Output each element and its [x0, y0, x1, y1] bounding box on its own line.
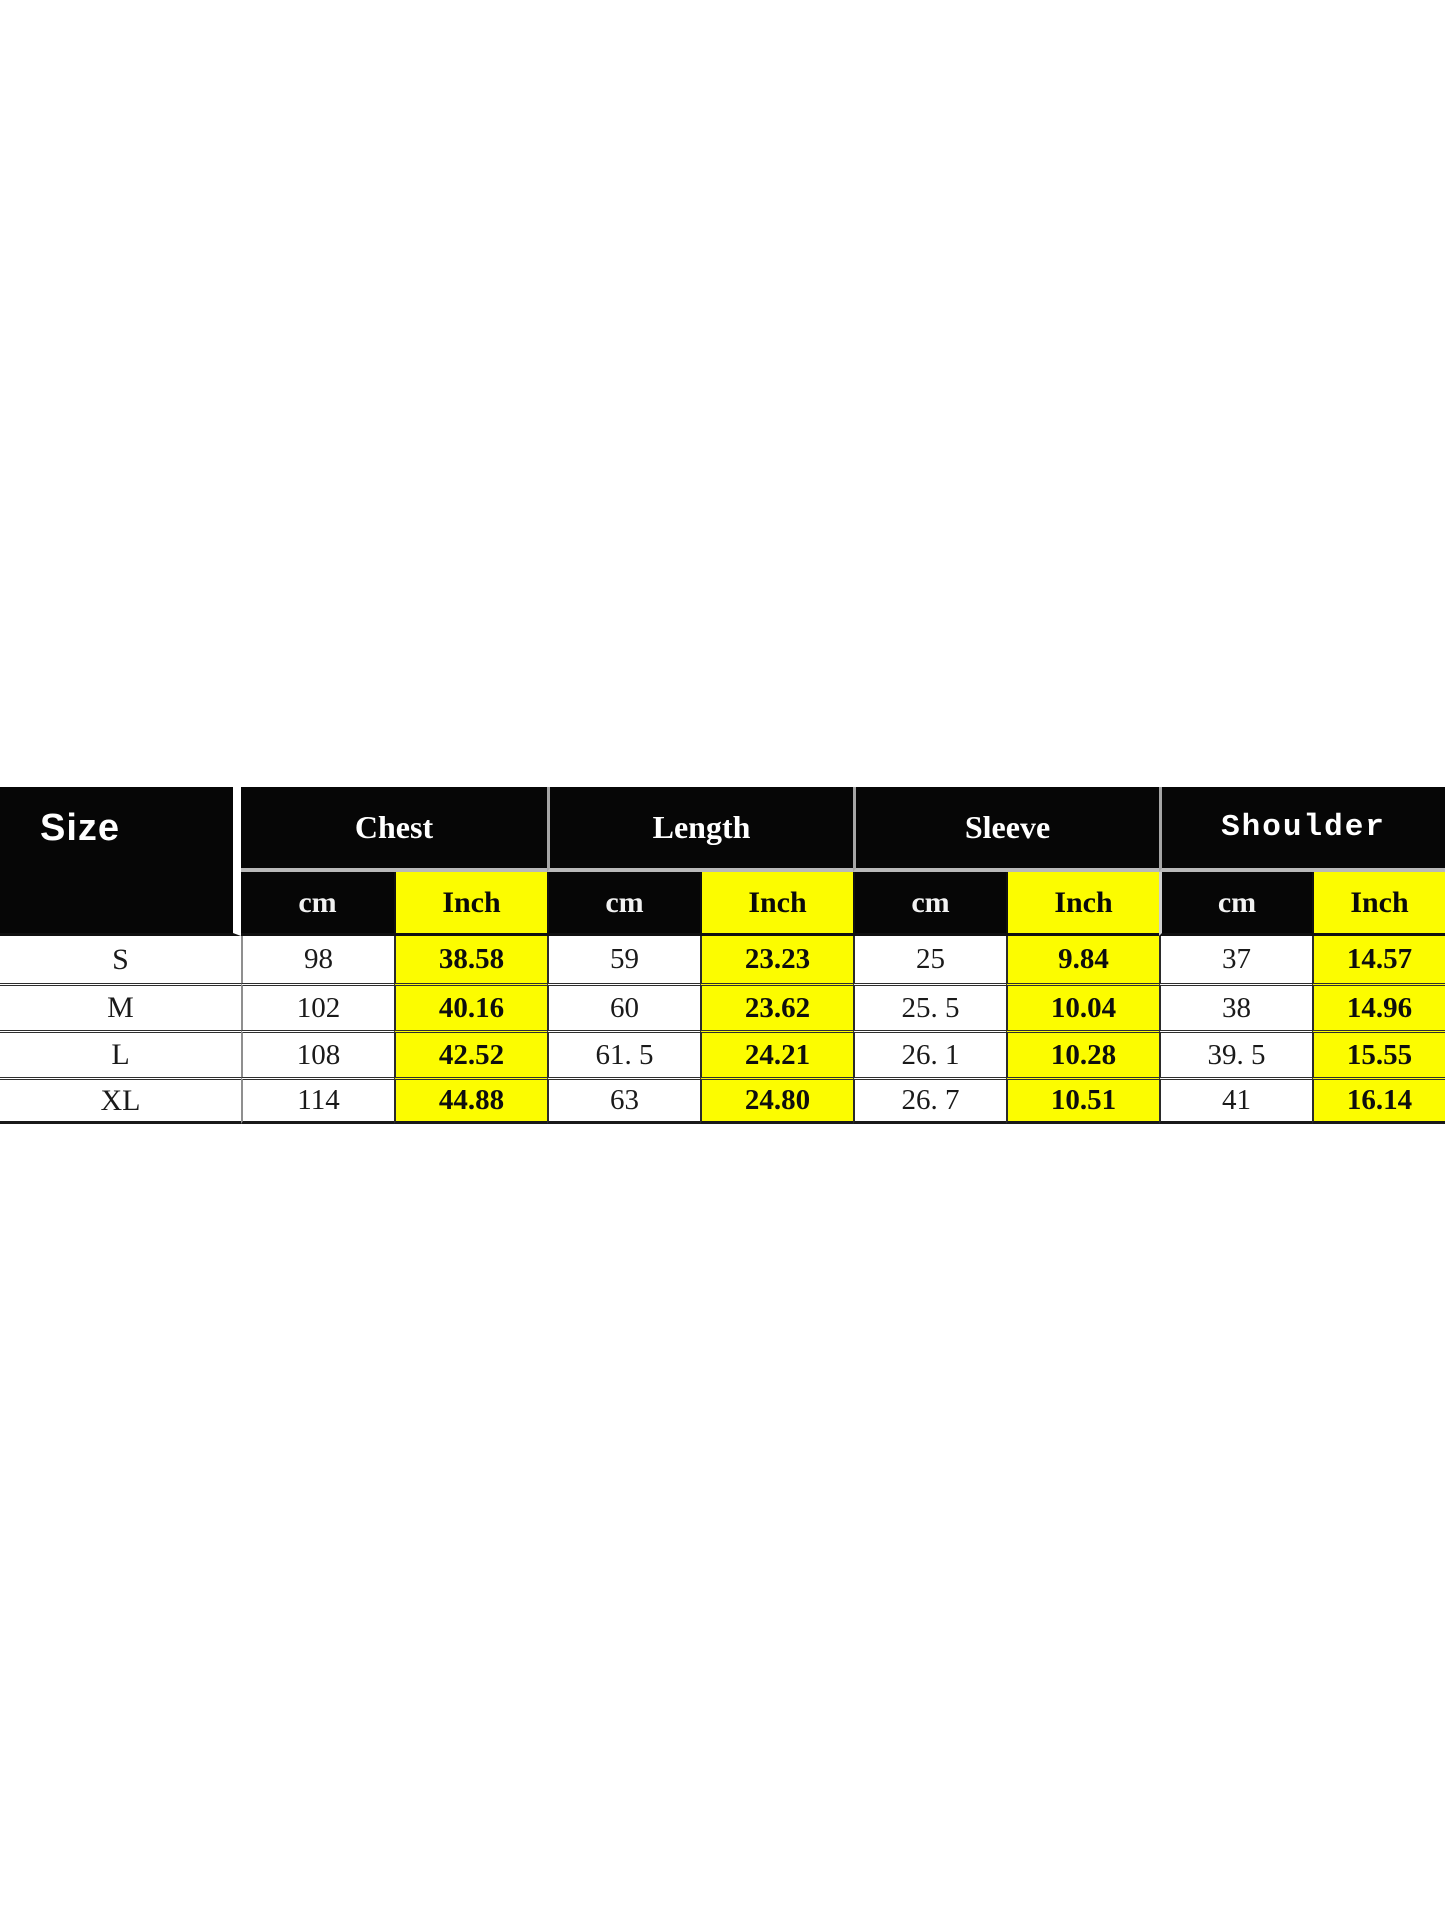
size-corner-label: Size — [40, 807, 121, 849]
group-header-sleeve: Sleeve — [853, 787, 1159, 872]
group-label: Shoulder — [1221, 810, 1386, 845]
data-cell: 10.04 — [1006, 983, 1159, 1030]
data-cell: 98 — [241, 936, 394, 983]
data-cell: 16.14 — [1312, 1077, 1445, 1124]
data-cell: 25 — [853, 936, 1006, 983]
size-chart-table: Size Chest Length Sleeve Shoulder cm Inc… — [0, 787, 1445, 1124]
group-label: Length — [652, 809, 751, 845]
data-cell: 10.28 — [1006, 1030, 1159, 1077]
unit-header-length-inch: Inch — [700, 872, 853, 936]
data-cell: 25. 5 — [853, 983, 1006, 1030]
data-cell: 42.52 — [394, 1030, 547, 1077]
data-cell: 60 — [547, 983, 700, 1030]
unit-header-chest-inch: Inch — [394, 872, 547, 936]
data-cell: 63 — [547, 1077, 700, 1124]
unit-header-chest-cm: cm — [241, 872, 394, 936]
data-cell: 40.16 — [394, 983, 547, 1030]
data-cell: 59 — [547, 936, 700, 983]
row-label-xl: XL — [0, 1077, 241, 1124]
data-cell: 44.88 — [394, 1077, 547, 1124]
data-cell: 38 — [1159, 983, 1312, 1030]
size-corner-header: Size — [0, 787, 241, 936]
group-header-length: Length — [547, 787, 853, 872]
data-cell: 114 — [241, 1077, 394, 1124]
data-cell: 24.21 — [700, 1030, 853, 1077]
group-header-shoulder: Shoulder — [1159, 787, 1445, 872]
data-cell: 9.84 — [1006, 936, 1159, 983]
data-cell: 38.58 — [394, 936, 547, 983]
data-cell: 102 — [241, 983, 394, 1030]
data-cell: 24.80 — [700, 1077, 853, 1124]
data-cell: 10.51 — [1006, 1077, 1159, 1124]
unit-header-length-cm: cm — [547, 872, 700, 936]
group-label: Sleeve — [964, 809, 1051, 845]
data-cell: 108 — [241, 1030, 394, 1077]
data-cell: 61. 5 — [547, 1030, 700, 1077]
row-label-m: M — [0, 983, 241, 1030]
data-cell: 26. 7 — [853, 1077, 1006, 1124]
row-label-s: S — [0, 936, 241, 983]
unit-header-sleeve-cm: cm — [853, 872, 1006, 936]
unit-header-shoulder-cm: cm — [1159, 872, 1312, 936]
unit-header-shoulder-inch: Inch — [1312, 872, 1445, 936]
data-cell: 39. 5 — [1159, 1030, 1312, 1077]
data-cell: 23.62 — [700, 983, 853, 1030]
row-label-l: L — [0, 1030, 241, 1077]
data-cell: 14.57 — [1312, 936, 1445, 983]
unit-header-sleeve-inch: Inch — [1006, 872, 1159, 936]
data-cell: 14.96 — [1312, 983, 1445, 1030]
group-label: Chest — [354, 809, 434, 845]
group-header-chest: Chest — [241, 787, 547, 872]
data-cell: 23.23 — [700, 936, 853, 983]
data-cell: 37 — [1159, 936, 1312, 983]
data-cell: 26. 1 — [853, 1030, 1006, 1077]
data-cell: 41 — [1159, 1077, 1312, 1124]
data-cell: 15.55 — [1312, 1030, 1445, 1077]
